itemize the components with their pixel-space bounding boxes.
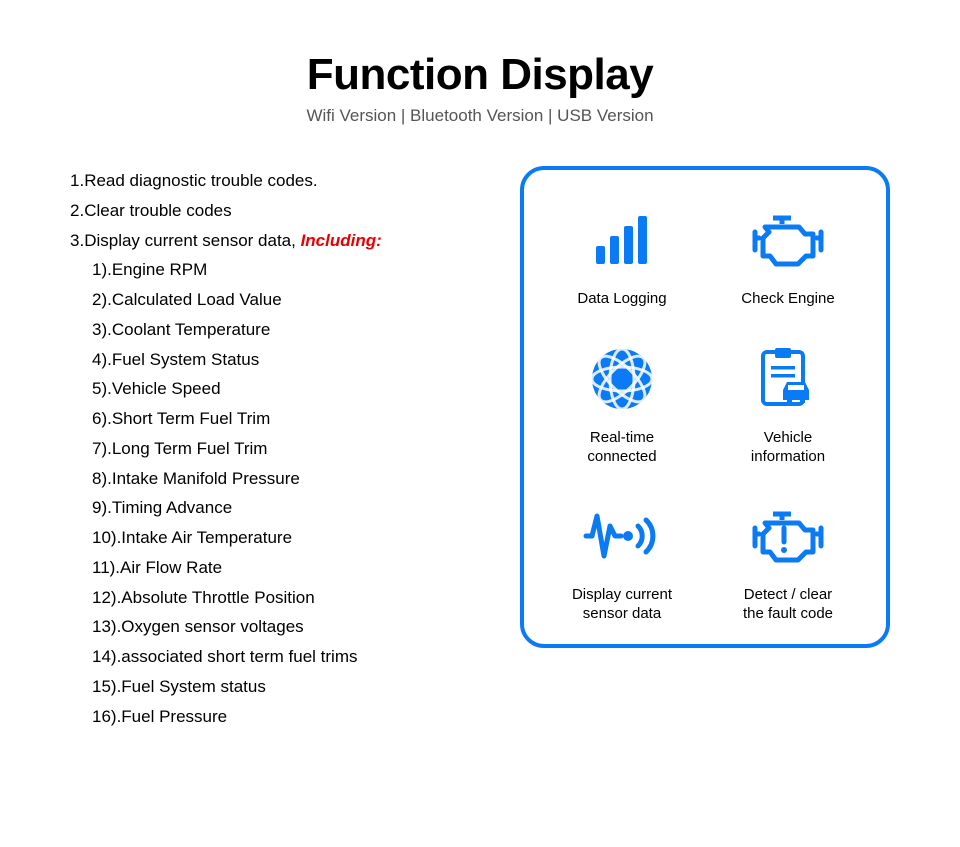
list-item: 7).Long Term Fuel Trim [92, 434, 485, 464]
item-text: Read diagnostic trouble codes. [84, 171, 317, 190]
engine-alert-icon [751, 496, 825, 576]
item-text: Vehicle Speed [112, 379, 221, 398]
list-item: 13).Oxygen sensor voltages [92, 612, 485, 642]
icon-cell-realtime: Real-time connected [544, 339, 700, 467]
icon-cell-fault-code: Detect / clear the fault code [710, 496, 866, 624]
item-text: Short Term Fuel Trim [112, 409, 270, 428]
item-prefix: 5). [92, 379, 112, 398]
item-text: Long Term Fuel Trim [112, 439, 268, 458]
item-prefix: 15). [92, 677, 121, 696]
item-text: associated short term fuel trims [121, 647, 357, 666]
list-item: 3.Display current sensor data, Including… [70, 226, 485, 732]
item-text: Fuel System status [121, 677, 266, 696]
item-emphasis: Including: [301, 231, 382, 250]
bars-icon [590, 200, 654, 280]
engine-icon [751, 200, 825, 280]
list-item: 4).Fuel System Status [92, 345, 485, 375]
item-text: Absolute Throttle Position [121, 588, 314, 607]
icon-cell-check-engine: Check Engine [710, 200, 866, 309]
list-item: 2).Calculated Load Value [92, 285, 485, 315]
item-text: Oxygen sensor voltages [121, 617, 303, 636]
icon-label: Check Engine [741, 290, 834, 309]
icon-label: Detect / clear the fault code [743, 586, 833, 624]
page-subtitle: Wifi Version | Bluetooth Version | USB V… [70, 106, 890, 126]
item-text: Coolant Temperature [112, 320, 270, 339]
item-text: Display current sensor data, [84, 231, 300, 250]
item-prefix: 1. [70, 171, 84, 190]
icon-panel-column: Data Logging Check Engine [520, 166, 890, 731]
item-prefix: 4). [92, 350, 112, 369]
item-text: Fuel System Status [112, 350, 259, 369]
item-prefix: 7). [92, 439, 112, 458]
item-text: Calculated Load Value [112, 290, 282, 309]
item-prefix: 13). [92, 617, 121, 636]
item-prefix: 6). [92, 409, 112, 428]
feature-list: 1.Read diagnostic trouble codes. 2.Clear… [70, 166, 485, 731]
item-text: Timing Advance [112, 498, 232, 517]
list-item: 15).Fuel System status [92, 672, 485, 702]
item-prefix: 2). [92, 290, 112, 309]
header: Function Display Wifi Version | Bluetoot… [70, 50, 890, 126]
icon-panel: Data Logging Check Engine [520, 166, 890, 648]
list-item: 10).Intake Air Temperature [92, 523, 485, 553]
item-text: Fuel Pressure [121, 707, 227, 726]
item-prefix: 3). [92, 320, 112, 339]
icon-label: Display current sensor data [572, 586, 672, 624]
item-prefix: 11). [92, 558, 120, 577]
icon-cell-sensor-data: Display current sensor data [544, 496, 700, 624]
item-text: Clear trouble codes [84, 201, 231, 220]
list-item: 6).Short Term Fuel Trim [92, 404, 485, 434]
content-row: 1.Read diagnostic trouble codes. 2.Clear… [70, 166, 890, 731]
icon-cell-vehicle-info: Vehicle information [710, 339, 866, 467]
item-prefix: 9). [92, 498, 112, 517]
icon-label: Real-time connected [587, 429, 656, 467]
list-item: 8).Intake Manifold Pressure [92, 464, 485, 494]
list-item: 1).Engine RPM [92, 255, 485, 285]
list-item: 14).associated short term fuel trims [92, 642, 485, 672]
item-text: Air Flow Rate [120, 558, 222, 577]
page-title: Function Display [70, 50, 890, 100]
list-item: 2.Clear trouble codes [70, 196, 485, 226]
list-item: 12).Absolute Throttle Position [92, 583, 485, 613]
item-prefix: 10). [92, 528, 121, 547]
item-text: Intake Air Temperature [121, 528, 292, 547]
item-prefix: 12). [92, 588, 121, 607]
clipboard-car-icon [753, 339, 823, 419]
item-prefix: 14). [92, 647, 121, 666]
item-text: Intake Manifold Pressure [112, 469, 300, 488]
item-prefix: 2. [70, 201, 84, 220]
list-item: 9).Timing Advance [92, 493, 485, 523]
item-prefix: 16). [92, 707, 121, 726]
icon-cell-data-logging: Data Logging [544, 200, 700, 309]
icon-label: Vehicle information [751, 429, 825, 467]
list-item: 5).Vehicle Speed [92, 374, 485, 404]
main-list: 1.Read diagnostic trouble codes. 2.Clear… [70, 166, 485, 731]
item-prefix: 8). [92, 469, 112, 488]
sub-list: 1).Engine RPM 2).Calculated Load Value 3… [70, 255, 485, 731]
list-item: 3).Coolant Temperature [92, 315, 485, 345]
list-item: 11).Air Flow Rate [92, 553, 485, 583]
wave-signal-icon [582, 496, 662, 576]
list-item: 16).Fuel Pressure [92, 702, 485, 732]
item-prefix: 3. [70, 231, 84, 250]
icon-label: Data Logging [577, 290, 666, 309]
list-item: 1.Read diagnostic trouble codes. [70, 166, 485, 196]
globe-icon [587, 339, 657, 419]
item-text: Engine RPM [112, 260, 207, 279]
item-prefix: 1). [92, 260, 112, 279]
